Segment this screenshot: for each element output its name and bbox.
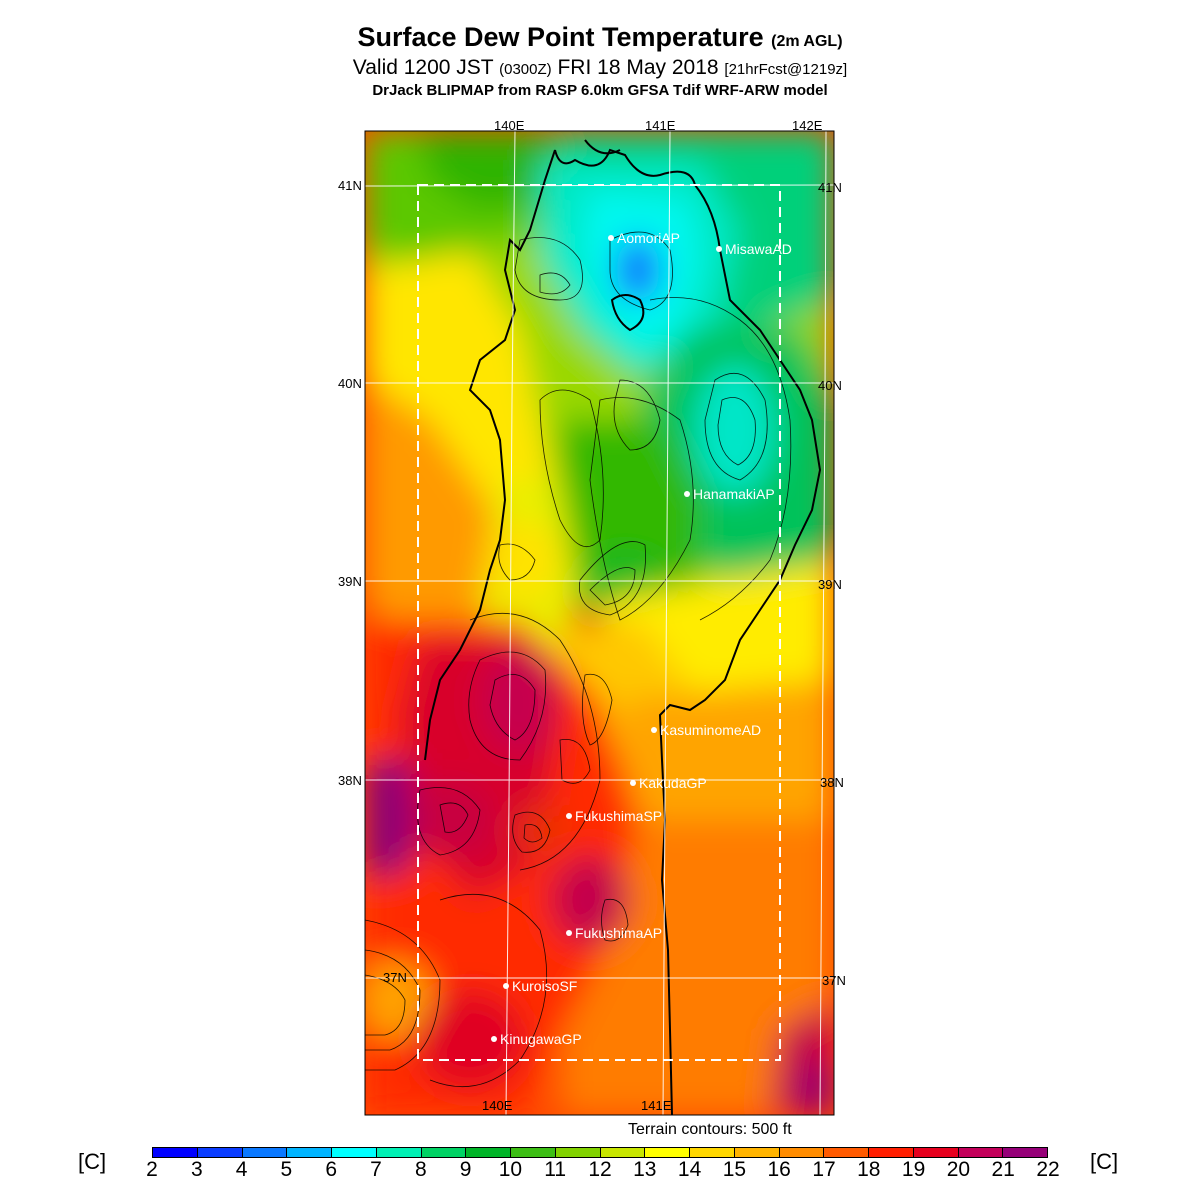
lon-label-top: 142E [792,118,823,133]
station-dot-icon [608,235,614,242]
lat-label-right: 38N [820,775,844,790]
colorbar-tick-label: 10 [498,1158,523,1181]
colorbar-segment [197,1148,243,1157]
lat-label-right: 39N [818,577,842,592]
colorbar [152,1147,1048,1158]
valid-prefix: Valid 1200 JST [352,56,494,79]
colorbar-segment [958,1148,1004,1157]
valid-time: Valid 1200 JST (0300Z) FRI 18 May 2018 [… [0,56,1200,80]
colorbar-tick-label: 9 [459,1158,472,1181]
colorbar-tick-label: 19 [901,1158,926,1181]
colorbar-segment [645,1148,690,1157]
station-dot-icon [716,246,722,253]
station-kasuminome: KasuminomeAD [651,722,761,738]
colorbar-tick-label: 6 [325,1158,338,1181]
lat-label-right: 40N [818,378,842,393]
colorbar-tick-label: 2 [146,1158,158,1181]
terrain-contour-note: Terrain contours: 500 ft [628,1121,792,1138]
model-description: DrJack BLIPMAP from RASP 6.0km GFSA Tdif… [372,82,828,99]
colorbar-tick-label: 16 [767,1158,791,1181]
colorbar-tick-label: 4 [235,1158,248,1181]
coastline [424,139,822,1115]
colorbar-unit-left: [C] [78,1149,107,1174]
chart-title: Surface Dew Point Temperature (2m AGL) [0,22,1200,53]
colorbar-tick-label: 20 [946,1158,971,1181]
valid-date: FRI 18 May 2018 [557,56,719,79]
colorbar-tick-label: 15 [722,1158,747,1181]
station-dot-icon [491,1036,497,1043]
colorbar-segment [376,1148,422,1157]
colorbar-tick-label: 3 [190,1158,203,1181]
station-dot-icon [630,780,636,787]
lat-label-left: 40N [338,376,362,391]
station-dot-icon [651,727,657,734]
colorbar-segment [555,1148,601,1157]
lat-label-right: 41N [818,180,842,195]
lon-label-top: 140E [494,118,525,133]
colorbar-segment [913,1148,959,1157]
colorbar-segment [242,1148,288,1157]
lon-label-bottom: 140E [482,1098,513,1113]
station-dot-icon [503,983,509,990]
station-kuroiso: KuroisoSF [503,978,577,994]
colorbar-segment [421,1148,467,1157]
colorbar-segment [734,1148,780,1157]
colorbar-segment [332,1148,377,1157]
station-kinugawa: KinugawaGP [491,1031,582,1047]
station-aomori: AomoriAP [608,230,680,246]
colorbar-tick-label: 22 [1036,1158,1060,1181]
colorbar-segment [466,1148,511,1157]
valid-utc: (0300Z) [499,61,552,78]
colorbar-tick-label: 13 [633,1158,657,1181]
colorbar-segment [153,1148,198,1157]
station-kakuda: KakudaGP [630,775,707,791]
colorbar-tick-label: 12 [588,1158,612,1181]
station-dot-icon [566,930,572,937]
colorbar-segment [600,1148,646,1157]
lat-label-left: 41N [338,178,362,193]
colorbar-segment [511,1148,556,1157]
title-main: Surface Dew Point Temperature [357,22,764,52]
inner-domain-box [417,184,781,1061]
colorbar-segment [824,1148,869,1157]
lat-label-right: 37N [822,973,846,988]
colorbar-tick-label: 11 [544,1158,567,1181]
colorbar-tick-label: 21 [991,1158,1015,1181]
title-suffix: (2m AGL) [771,33,843,50]
lat-label-left: 38N [338,773,362,788]
lat-label-left: 37N [383,970,407,985]
lon-label-bottom: 141E [641,1098,672,1113]
station-hanamaki: HanamakiAP [684,486,775,502]
colorbar-tick-label: 5 [280,1158,293,1181]
colorbar-tick-label: 17 [812,1158,836,1181]
map-frame [364,130,835,1116]
colorbar-tick-label: 8 [414,1158,427,1181]
station-dot-icon [684,491,690,498]
colorbar-segment [1003,1148,1047,1157]
station-dot-icon [566,813,572,820]
forecast-info: [21hrFcst@1219z] [724,61,848,78]
colorbar-tick-label: 18 [857,1158,881,1181]
colorbar-segment [287,1148,332,1157]
colorbar-segment [869,1148,914,1157]
lon-label-top: 141E [645,118,676,133]
colorbar-segment [690,1148,735,1157]
station-fukushima-sp: FukushimaSP [566,808,662,824]
station-misawa: MisawaAD [716,241,792,257]
colorbar-unit-right: [C] [1090,1149,1119,1174]
colorbar-tick-label: 14 [677,1158,702,1181]
station-fukushima-ap: FukushimaAP [566,925,662,941]
dewpoint-field [365,131,834,1115]
colorbar-segment [779,1148,825,1157]
colorbar-tick-label: 7 [370,1158,382,1181]
lat-label-left: 39N [338,574,362,589]
